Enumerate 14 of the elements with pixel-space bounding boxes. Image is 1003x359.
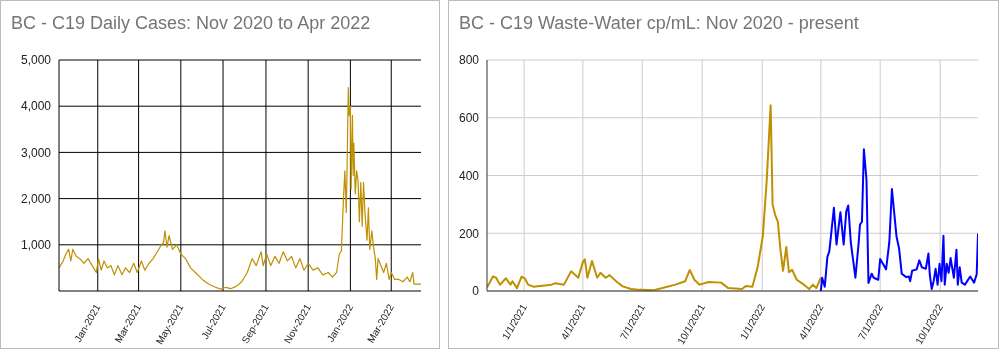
y-tick-label: 4,000 <box>20 99 52 114</box>
line-series <box>487 104 822 291</box>
y-tick-label: 200 <box>458 226 480 241</box>
y-tick-label: 2,000 <box>20 191 52 206</box>
y-tick-label: 3,000 <box>20 145 52 160</box>
line-series <box>819 148 978 291</box>
y-tick-label: 5,000 <box>20 53 52 68</box>
y-tick-label: 0 <box>472 284 480 299</box>
y-tick-label: 600 <box>458 111 480 126</box>
y-tick-label: 400 <box>458 168 480 183</box>
chart-title: BC - C19 Daily Cases: Nov 2020 to Apr 2022 <box>11 13 371 34</box>
chart-title: BC - C19 Waste-Water cp/mL: Nov 2020 - present <box>459 13 859 34</box>
y-tick-label: 1,000 <box>20 238 52 253</box>
y-tick-label: 800 <box>458 53 480 68</box>
